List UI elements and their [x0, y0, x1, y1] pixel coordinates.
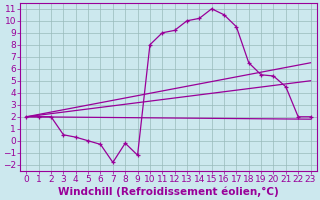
X-axis label: Windchill (Refroidissement éolien,°C): Windchill (Refroidissement éolien,°C) [58, 187, 279, 197]
